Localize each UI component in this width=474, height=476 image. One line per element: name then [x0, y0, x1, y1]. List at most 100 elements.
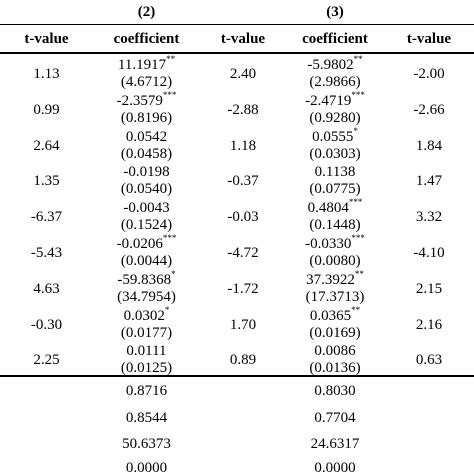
coefficient-value: -5.9802	[307, 57, 354, 73]
coefficient-model-2: -0.0198	[93, 164, 200, 180]
standard-error-model-2: (0.0177)	[120, 324, 173, 341]
coefficient-model-3: -0.0330***	[286, 233, 384, 253]
coefficient-model-3: -5.9802**	[286, 54, 384, 74]
t-value-model-1: -6.37	[30, 209, 63, 226]
t-value-model-2: -0.03	[227, 209, 259, 226]
coefficient-model-3: 37.3922**	[286, 269, 384, 288]
t-value-model-3: -2.00	[413, 66, 445, 82]
coefficient-model-2: 0.0542	[93, 129, 200, 145]
coefficient-value: 0.0111	[126, 343, 167, 360]
significance-stars: ***	[351, 233, 365, 243]
standard-error-model-2: (34.7954)	[117, 288, 176, 305]
coefficient-model-3: 0.0365**	[286, 304, 384, 324]
coefficient-model-2: 0.0111	[93, 343, 200, 359]
coefficient-model-2: -0.0043	[93, 200, 200, 216]
significance-stars: ***	[351, 89, 365, 100]
t-value-model-2: -0.37	[227, 173, 259, 190]
standard-error-model-3: (0.0136)	[309, 360, 361, 377]
coefficient-model-2: -0.0206***	[93, 234, 200, 253]
column-header-t-value-2: t-value	[220, 31, 266, 47]
coefficient-model-2: 11.1917**	[93, 54, 200, 74]
standard-error-model-2: (0.0458)	[120, 145, 173, 162]
statistic-model-3: 24.6317	[310, 436, 360, 452]
significance-stars: *	[164, 304, 170, 315]
significance-stars: *	[353, 125, 358, 136]
coefficient-value: -2.4719	[305, 92, 352, 109]
coefficient-value: 0.4804	[307, 200, 349, 217]
coefficient-model-3: 0.4804***	[286, 198, 384, 217]
coefficient-value: 11.1917	[117, 57, 167, 73]
standard-error-model-2: (0.0044)	[120, 253, 173, 269]
coefficient-value: -0.0198	[123, 164, 170, 181]
standard-error-model-2: (0.0125)	[120, 360, 173, 377]
t-value-model-1: 2.25	[33, 352, 60, 369]
standard-error-model-3: (0.9280)	[309, 109, 361, 126]
t-value-model-2: -2.88	[227, 101, 259, 118]
standard-error-model-3: (2.9866)	[309, 74, 361, 90]
coefficient-model-3: 0.0555*	[286, 125, 384, 145]
statistic-model-3: 0.0000	[314, 460, 356, 476]
standard-error-model-2: (4.6712)	[120, 74, 173, 90]
column-header-t-value-3: t-value	[406, 31, 452, 47]
coefficient-model-2: 0.0302*	[93, 304, 200, 324]
column-header-t-value-1: t-value	[24, 31, 69, 47]
coefficient-value: 0.0086	[314, 343, 356, 360]
header-rule	[0, 24, 474, 25]
standard-error-model-2: (0.0540)	[120, 181, 173, 198]
statistic-model-3: 0.8030	[314, 383, 356, 399]
significance-stars: *	[171, 268, 176, 279]
coefficient-model-3: 0.1138	[286, 164, 384, 180]
statistic-model-2: 50.6373	[122, 436, 171, 452]
coefficient-value: -0.0043	[123, 200, 170, 217]
coefficient-value: 0.1138	[314, 164, 356, 181]
model-3-header: (3)	[326, 4, 344, 20]
coefficient-value: 0.0555	[312, 128, 354, 145]
significance-stars: **	[353, 54, 363, 64]
column-header-coefficient-3: coefficient	[302, 31, 368, 47]
coefficient-model-2: -2.3579***	[93, 89, 200, 109]
t-value-model-3: -4.10	[413, 245, 445, 261]
coefficient-model-3: 0.0086	[286, 343, 384, 359]
significance-stars: ***	[162, 89, 177, 100]
coefficient-value: 0.0365	[309, 307, 352, 324]
coefficient-value: 0.0542	[125, 128, 168, 145]
column-header-coefficient-2: coefficient	[113, 31, 180, 47]
t-value-model-3: 0.63	[415, 352, 443, 369]
t-value-model-1: 2.64	[33, 137, 60, 154]
t-value-model-2: -4.72	[227, 245, 259, 261]
t-value-model-2: 1.18	[229, 137, 257, 154]
t-value-model-1: -5.43	[30, 245, 63, 261]
t-value-model-2: 1.70	[229, 316, 257, 333]
standard-error-model-3: (0.0303)	[309, 145, 361, 162]
t-value-model-3: 2.16	[415, 316, 443, 333]
coefficient-model-3: -2.4719***	[286, 89, 384, 109]
t-value-model-3: 2.15	[415, 280, 443, 297]
t-value-model-1: 4.63	[33, 280, 60, 297]
standard-error-model-3: (0.0775)	[309, 181, 361, 198]
standard-error-model-3: (0.1448)	[309, 217, 361, 234]
t-value-model-3: 1.84	[415, 137, 443, 154]
column-header-rule	[0, 52, 474, 54]
statistic-model-2: 0.0000	[125, 460, 168, 476]
coefficient-value: -0.0206	[116, 236, 163, 252]
t-value-model-3: 1.47	[415, 173, 443, 190]
t-value-model-3: -2.66	[413, 101, 445, 118]
significance-stars: **	[351, 304, 361, 315]
t-value-model-1: 1.35	[33, 173, 60, 190]
statistic-model-2: 0.8716	[125, 383, 168, 399]
coefficient-value: 37.3922	[306, 271, 355, 288]
standard-error-model-3: (0.0080)	[309, 253, 361, 269]
statistic-model-2: 0.8544	[125, 410, 168, 426]
t-value-model-3: 3.32	[415, 209, 443, 226]
statistic-model-3: 0.7704	[314, 410, 356, 426]
stats-divider-rule	[0, 375, 474, 377]
standard-error-model-3: (17.3713)	[305, 288, 365, 305]
t-value-model-2: -1.72	[227, 280, 259, 297]
significance-stars: **	[166, 54, 176, 64]
t-value-model-1: 0.99	[33, 101, 60, 118]
coefficient-value: -59.8368	[117, 271, 172, 288]
coefficient-model-2: -59.8368*	[93, 268, 200, 288]
t-value-model-1: 1.13	[33, 66, 60, 82]
standard-error-model-3: (0.0169)	[309, 324, 361, 341]
t-value-model-2: 2.40	[229, 66, 257, 82]
